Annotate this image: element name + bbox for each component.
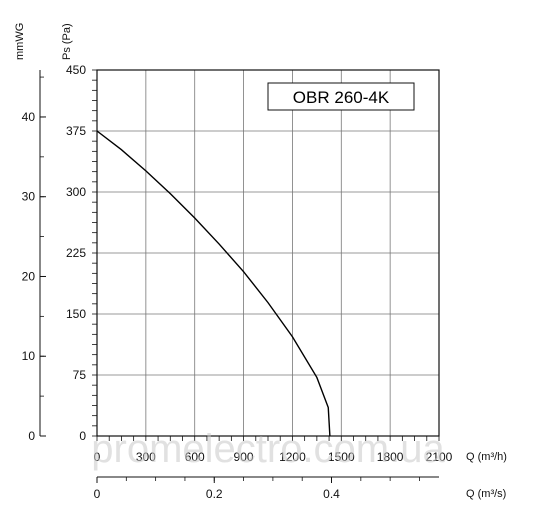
model-label-box [267, 82, 415, 111]
flow-m3h-tick-label: 2100 [426, 450, 453, 464]
watermark: promelectro.com.ua [91, 427, 445, 471]
flow-axis-m3h: 0 300 600 900 1200 1500 1800 2100 [94, 450, 453, 464]
pressure-tick-label: 75 [73, 368, 87, 382]
flow-m3s-tick-label: 0 [94, 487, 101, 501]
pressure-tick-label: 375 [66, 124, 86, 138]
series-curve [96, 130, 331, 437]
pressure-axis-label: Ps (Pa) [61, 23, 73, 60]
chart-title: OBR 260-4K [293, 88, 390, 107]
pressure-tick-label: 225 [66, 246, 86, 260]
flow-m3s-tick-label: 0.2 [206, 487, 223, 501]
mmwg-axis: 40 30 20 10 0 [22, 76, 46, 443]
flow-axis-m3s-label: Q (m³/s) [466, 488, 506, 500]
flow-axis-m3h-label: Q (m³/h) [466, 451, 507, 463]
pressure-tick-label: 0 [79, 429, 86, 443]
mmwg-axis-label: mmWG [14, 23, 26, 60]
flow-m3h-tick-label: 300 [136, 450, 156, 464]
mmwg-tick-label: 0 [28, 429, 35, 443]
grid-lines [97, 70, 439, 436]
pressure-tick-label: 150 [66, 307, 86, 321]
pressure-axis: 450 375 300 225 150 75 0 [66, 63, 86, 443]
minor-ticks [92, 69, 440, 441]
flow-m3h-tick-label: 1200 [279, 450, 306, 464]
flow-m3s-tick-label: 0.4 [323, 487, 340, 501]
flow-axis-m3s: 0 0.2 0.4 [94, 477, 420, 501]
flow-m3h-tick-label: 1500 [328, 450, 355, 464]
flow-m3h-tick-label: 900 [234, 450, 254, 464]
pressure-tick-label: 450 [66, 63, 86, 77]
flow-m3h-tick-label: 0 [94, 450, 101, 464]
flow-m3h-tick-label: 600 [185, 450, 205, 464]
pressure-tick-label: 300 [66, 185, 86, 199]
mmwg-tick-label: 10 [22, 349, 36, 363]
mmwg-tick-label: 40 [22, 110, 36, 124]
mmwg-tick-label: 20 [22, 269, 36, 283]
flow-m3h-tick-label: 1800 [377, 450, 404, 464]
mmwg-tick-label: 30 [22, 190, 36, 204]
